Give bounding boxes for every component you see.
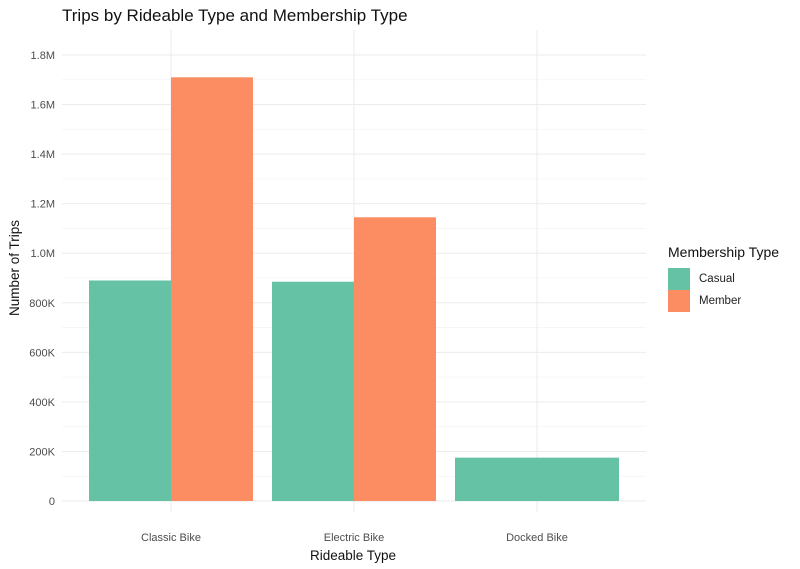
y-tick-label: 1.8M: [31, 50, 55, 62]
bar-casual-electric-bike: [272, 281, 354, 501]
legend-label: Casual: [699, 273, 735, 285]
legend-swatch: [668, 290, 690, 312]
y-tick-label: 600K: [29, 347, 55, 359]
legend-title: Membership Type: [668, 244, 780, 260]
y-axis-title: Number of Trips: [7, 220, 22, 316]
x-axis-ticks: Classic Bike Electric Bike Docked Bike: [141, 532, 568, 544]
y-tick-label: 1.6M: [31, 100, 55, 112]
bar-member-classic-bike: [171, 77, 253, 502]
y-tick-label: 800K: [29, 298, 55, 310]
y-tick-label: 1.2M: [31, 199, 55, 211]
y-tick-label: 400K: [29, 397, 55, 409]
y-axis-ticks: 0 200K 400K 600K 800K 1.0M 1.2M 1.4M 1.6M 1.8M: [29, 50, 55, 508]
bar-member-electric-bike: [354, 217, 436, 502]
x-tick-label: Docked Bike: [506, 532, 568, 544]
x-axis-title: Rideable Type: [310, 548, 396, 563]
legend-item-casual: Casual: [668, 268, 779, 290]
y-tick-label: 1.4M: [31, 149, 55, 161]
y-tick-label: 1.0M: [31, 248, 55, 260]
y-tick-label: 0: [49, 496, 55, 508]
legend-swatch: [668, 268, 690, 290]
chart-title: Trips by Rideable Type and Membership Ty…: [62, 6, 408, 25]
bars: [89, 77, 619, 502]
legend: Membership Type Casual Member: [668, 244, 779, 312]
x-tick-label: Classic Bike: [141, 532, 201, 544]
y-tick-label: 200K: [29, 446, 55, 458]
bar-casual-classic-bike: [89, 280, 171, 501]
x-tick-label: Electric Bike: [324, 532, 385, 544]
bar-casual-docked-bike: [455, 457, 619, 501]
legend-item-member: Member: [668, 290, 779, 312]
legend-label: Member: [699, 295, 742, 307]
